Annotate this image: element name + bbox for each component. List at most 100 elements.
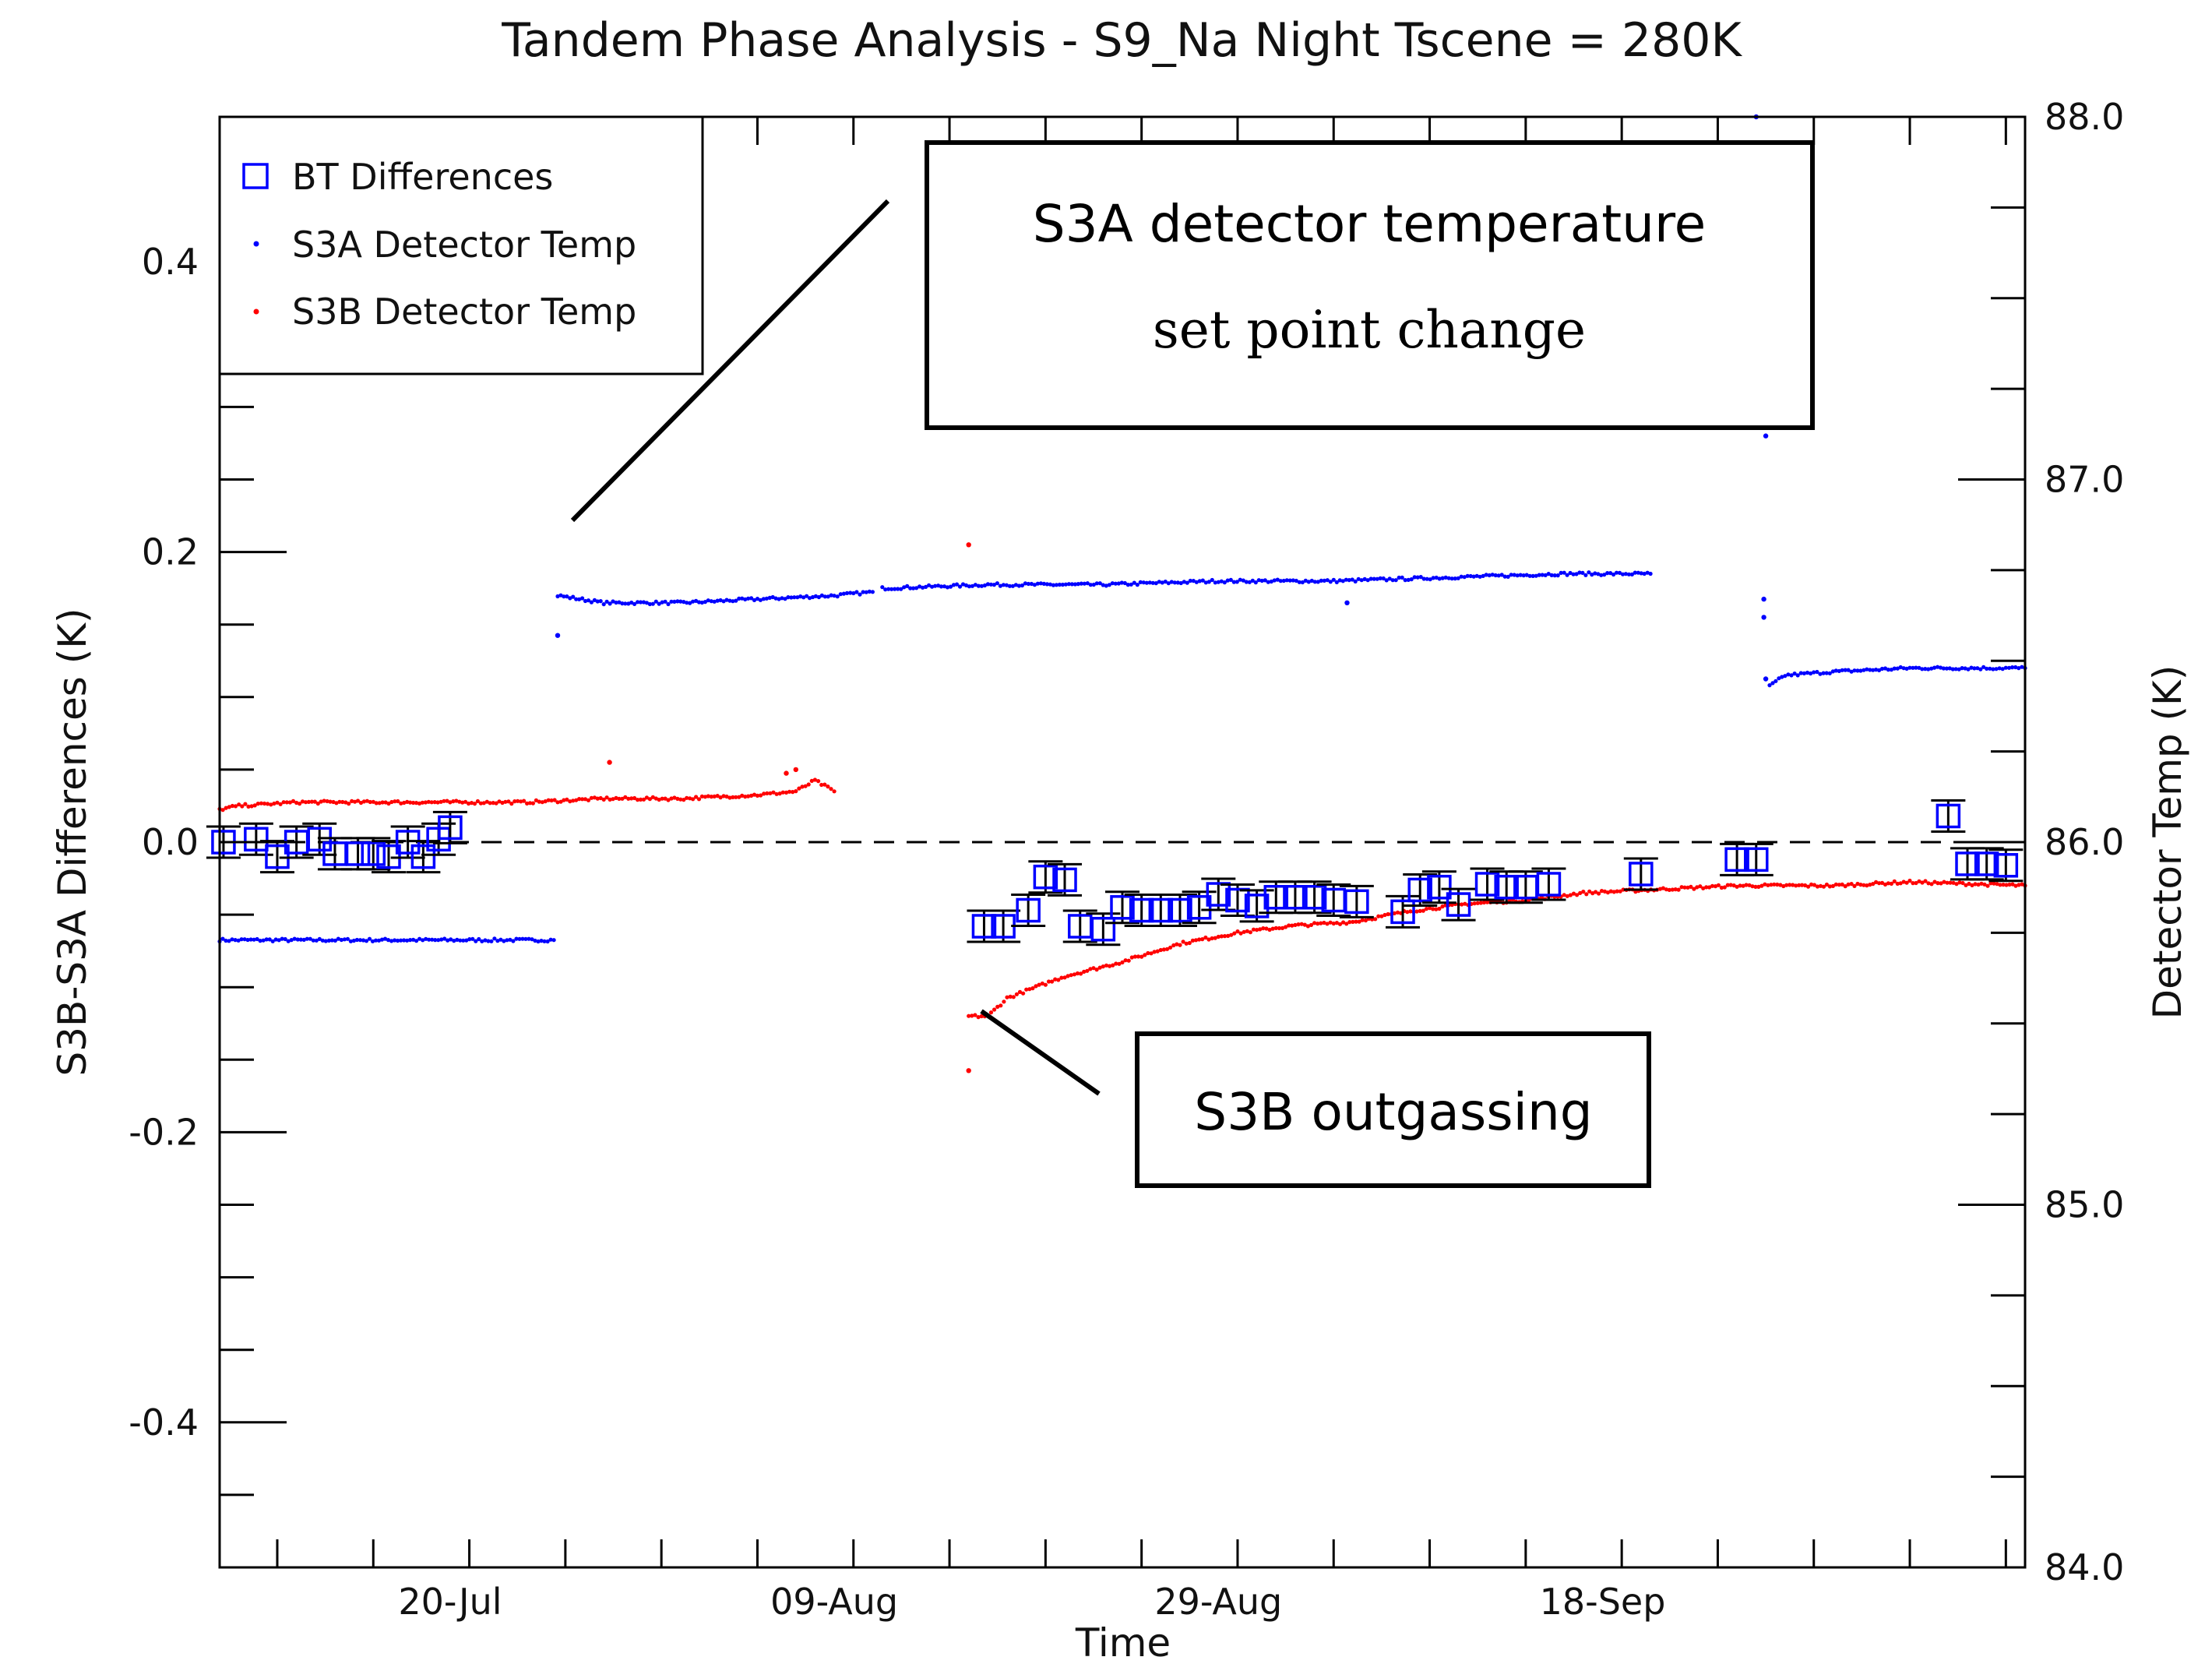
s3b-temp-dot xyxy=(1791,883,1795,887)
s3a-temp-dot xyxy=(770,594,775,600)
s3a-temp-dot xyxy=(305,936,309,941)
s3a-temp-dot xyxy=(691,599,696,604)
s3b-temp-dot xyxy=(967,1014,971,1018)
s3a-temp-dot xyxy=(286,939,291,943)
s3b-temp-dot xyxy=(1478,901,1483,905)
s3a-temp-dot xyxy=(1044,582,1049,587)
s3a-temp-dot xyxy=(1540,573,1545,577)
s3a-temp-dot-outlier xyxy=(1344,600,1350,605)
s3a-temp-dot xyxy=(367,936,372,941)
s3a-temp-dot xyxy=(1154,581,1158,586)
s3a-temp-dot xyxy=(245,937,250,943)
s3a-temp-dot xyxy=(2020,665,2024,669)
s3a-temp-dot xyxy=(1340,579,1345,583)
s3b-temp-dot xyxy=(1171,943,1176,948)
s3b-temp-dot xyxy=(1803,883,1808,888)
s3b-temp-dot xyxy=(1222,934,1228,939)
s3b-temp-dot xyxy=(1879,880,1885,885)
s3b-temp-dot xyxy=(1998,883,2002,887)
s3b-temp-dot xyxy=(1753,884,1758,889)
s3b-temp-dot xyxy=(721,794,726,798)
s3a-temp-dot xyxy=(1421,576,1426,581)
s3b-temp-dot xyxy=(829,787,833,791)
s3a-temp-dot xyxy=(1809,671,1813,676)
s3a-temp-dot xyxy=(982,583,987,588)
annotation-set-point-change: S3A detector temperature set point chang… xyxy=(570,140,1815,523)
s3b-temp-dot xyxy=(1277,925,1281,931)
s3a-temp-dot xyxy=(1434,575,1439,580)
s3a-temp-dot xyxy=(1347,578,1351,583)
s3a-temp-dot xyxy=(1975,666,1980,671)
s3b-temp-dot xyxy=(1701,886,1706,890)
s3b-temp-dot xyxy=(1146,950,1150,956)
s3a-temp-dot xyxy=(1241,578,1245,583)
s3a-temp-dot xyxy=(1334,580,1339,585)
s3b-temp-dot xyxy=(1258,927,1263,932)
s3b-temp-dot xyxy=(644,795,650,800)
s3b-temp-dot xyxy=(1069,973,1073,978)
s3a-temp-dot xyxy=(1512,573,1516,577)
s3a-temp-dot xyxy=(1157,580,1161,584)
s3b-temp-dot xyxy=(675,796,680,801)
s3a-temp-dot xyxy=(1076,582,1080,587)
s3a-temp-dot xyxy=(927,583,932,587)
s3a-temp-dot xyxy=(320,938,325,943)
s3b-temp-dot xyxy=(1082,969,1087,974)
s3b-temp-dot xyxy=(1923,879,1928,883)
s3b-temp-dot xyxy=(1775,882,1780,887)
s3a-temp-dot xyxy=(1122,580,1127,586)
s3b-temp-dot xyxy=(784,790,789,795)
s3b-temp-dot xyxy=(1948,880,1953,885)
s3b-temp-dot xyxy=(641,797,646,802)
right-y-tick-label: 87.0 xyxy=(2045,459,2124,501)
s3a-temp-dot xyxy=(1023,581,1027,586)
s3a-temp-dot xyxy=(242,937,247,942)
s3b-temp-dot xyxy=(1689,884,1693,889)
s3a-temp-dot xyxy=(233,938,238,943)
s3a-temp-dot xyxy=(421,938,425,943)
s3b-temp-dot xyxy=(272,801,276,806)
s3a-temp-dot xyxy=(1963,666,1967,671)
s3a-temp-dot xyxy=(1911,665,1915,670)
s3b-temp-dot xyxy=(1794,883,1798,888)
s3a-temp-dot xyxy=(1228,577,1233,583)
s3b-temp-dot xyxy=(1287,923,1291,928)
s3b-temp-dot xyxy=(269,802,273,807)
s3b-temp-dot xyxy=(1021,991,1026,996)
s3b-temp-dot xyxy=(1034,984,1038,989)
s3b-temp-dot xyxy=(1085,968,1090,973)
s3a-temp-dot xyxy=(317,936,322,941)
s3b-temp-dot xyxy=(1114,961,1118,966)
s3a-temp-dot xyxy=(657,601,661,606)
s3a-temp-dot xyxy=(930,584,935,589)
s3b-temp-dot xyxy=(1319,921,1323,925)
s3b-temp-dot xyxy=(1226,933,1231,938)
s3a-temp-dot xyxy=(1966,667,1971,672)
s3a-temp-dot xyxy=(1895,666,1900,671)
s3a-temp-dot xyxy=(641,600,646,605)
s3a-temp-dot xyxy=(449,937,453,942)
s3b-temp-dot xyxy=(1725,883,1730,887)
bt-difference-point xyxy=(1931,798,1966,833)
bt-difference-point xyxy=(1531,867,1566,901)
s3b-temp-dot xyxy=(408,800,413,805)
s3a-temp-dot xyxy=(807,596,812,601)
s3b-temp-dot xyxy=(549,798,554,803)
s3b-temp-dot xyxy=(1917,879,1921,883)
s3b-temp-dot xyxy=(350,798,354,803)
s3a-temp-dot xyxy=(688,601,692,605)
s3b-temp-dot xyxy=(620,796,625,801)
s3b-temp-dot xyxy=(237,802,241,807)
s3a-temp-dot xyxy=(727,598,732,603)
s3b-temp-dot xyxy=(1463,901,1467,906)
s3a-temp-dot xyxy=(1384,578,1389,583)
s3b-temp-dot xyxy=(765,791,770,796)
s3a-temp-dot xyxy=(446,938,450,943)
s3a-temp-dot xyxy=(1110,581,1115,586)
s3b-temp-dot xyxy=(1716,883,1721,887)
s3b-temp-dot xyxy=(1679,885,1684,890)
s3b-temp-dot xyxy=(718,795,723,800)
x-tick-label: 18-Sep xyxy=(1540,1581,1666,1623)
s3b-temp-dot xyxy=(1590,891,1595,896)
s3a-temp-dot xyxy=(1172,580,1177,585)
